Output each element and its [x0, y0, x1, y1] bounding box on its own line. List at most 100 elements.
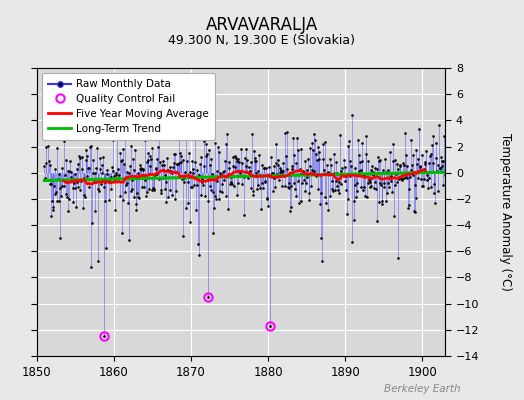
Point: [89, 170, 97, 176]
Point: [270, 174, 278, 181]
Point: [219, 168, 227, 175]
Point: [80, 175, 88, 182]
Point: [70, 171, 79, 177]
Point: [115, 172, 123, 178]
Point: [396, 161, 405, 168]
Point: [204, 294, 212, 300]
Point: [254, 168, 262, 174]
Point: [279, 168, 288, 174]
Point: [49, 204, 58, 210]
Point: [381, 156, 389, 162]
Point: [425, 160, 433, 166]
Point: [381, 198, 390, 204]
Point: [418, 183, 426, 189]
Point: [54, 171, 63, 177]
Point: [123, 169, 131, 176]
Point: [390, 213, 398, 219]
Point: [427, 184, 435, 190]
Point: [328, 178, 336, 184]
Point: [408, 171, 417, 178]
Point: [427, 151, 435, 158]
Point: [369, 172, 378, 179]
Point: [260, 178, 269, 185]
Point: [165, 167, 173, 174]
Point: [81, 157, 90, 163]
Point: [439, 182, 447, 188]
Point: [284, 184, 292, 190]
Point: [72, 204, 80, 210]
Point: [433, 162, 442, 168]
Point: [428, 142, 436, 149]
Point: [162, 198, 170, 205]
Point: [398, 175, 407, 182]
Point: [128, 185, 136, 192]
Point: [336, 168, 345, 174]
Point: [129, 194, 138, 200]
Point: [126, 162, 134, 169]
Point: [92, 176, 100, 182]
Point: [387, 178, 395, 184]
Point: [129, 156, 137, 162]
Point: [418, 152, 427, 158]
Point: [132, 200, 140, 207]
Point: [144, 150, 152, 156]
Point: [90, 170, 99, 176]
Point: [82, 147, 90, 153]
Text: 49.300 N, 19.300 E (Slovakia): 49.300 N, 19.300 E (Slovakia): [169, 34, 355, 47]
Point: [242, 146, 250, 152]
Point: [216, 188, 225, 194]
Point: [374, 154, 382, 160]
Point: [307, 182, 315, 189]
Point: [69, 199, 77, 205]
Point: [273, 171, 281, 178]
Point: [340, 164, 348, 170]
Point: [311, 136, 319, 143]
Point: [112, 172, 120, 178]
Point: [319, 141, 328, 147]
Point: [299, 169, 307, 175]
Point: [407, 167, 415, 174]
Point: [105, 179, 114, 186]
Point: [205, 147, 213, 153]
Point: [419, 183, 427, 189]
Point: [178, 156, 187, 163]
Point: [345, 173, 354, 179]
Point: [347, 112, 356, 118]
Point: [344, 143, 353, 150]
Point: [337, 181, 345, 188]
Point: [274, 162, 282, 168]
Point: [95, 188, 103, 194]
Point: [315, 149, 324, 156]
Point: [92, 165, 101, 171]
Point: [66, 168, 74, 175]
Point: [334, 187, 342, 194]
Point: [215, 148, 223, 155]
Point: [115, 192, 124, 199]
Point: [348, 238, 356, 245]
Point: [305, 145, 314, 152]
Point: [199, 182, 208, 188]
Point: [377, 182, 385, 188]
Point: [423, 172, 432, 178]
Point: [342, 173, 351, 180]
Point: [413, 175, 422, 181]
Point: [408, 161, 416, 168]
Point: [168, 170, 176, 176]
Point: [127, 143, 135, 149]
Point: [353, 180, 361, 186]
Point: [293, 147, 302, 154]
Point: [222, 192, 231, 199]
Point: [52, 189, 60, 195]
Point: [218, 181, 226, 187]
Point: [155, 176, 163, 182]
Point: [296, 171, 304, 177]
Point: [149, 187, 158, 194]
Point: [209, 189, 217, 195]
Point: [416, 163, 424, 169]
Point: [46, 162, 54, 168]
Point: [157, 186, 165, 193]
Point: [66, 158, 74, 165]
Point: [252, 158, 260, 164]
Point: [387, 173, 396, 179]
Point: [232, 158, 241, 164]
